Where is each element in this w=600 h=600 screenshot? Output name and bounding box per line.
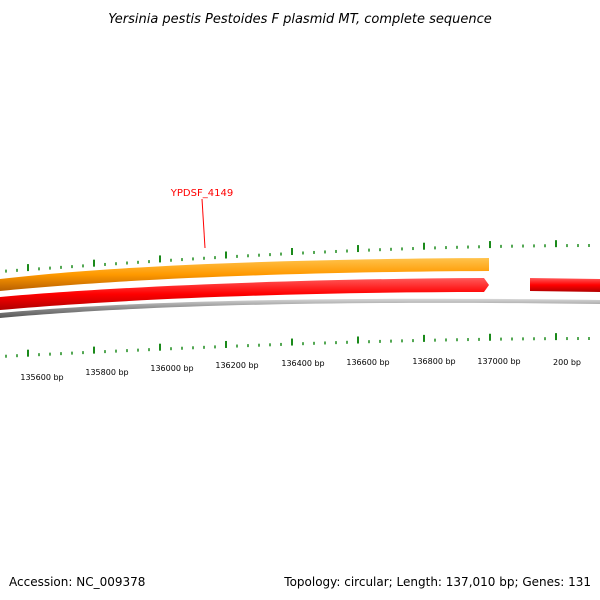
reverse-gene-segment[interactable]: [530, 278, 600, 292]
bp-tick-label: 135600 bp: [20, 373, 63, 382]
bp-tick-label: 136000 bp: [150, 364, 193, 373]
gene-label-ypdsf-4149[interactable]: YPDSF_4149: [170, 188, 233, 199]
sequence-summary: Topology: circular; Length: 137,010 bp; …: [283, 575, 591, 589]
accession-label: Accession: NC_009378: [9, 575, 145, 589]
bp-tick-label: 136800 bp: [412, 357, 455, 366]
gc-tick-row-outer: [5, 240, 590, 273]
bp-tick-labels: 135600 bp 135800 bp 136000 bp 136200 bp …: [20, 357, 581, 382]
gc-tick-row-inner: [5, 333, 590, 358]
bp-tick-label: 137000 bp: [477, 357, 520, 366]
bp-tick-label: 136200 bp: [215, 361, 258, 370]
bp-tick-label: 136600 bp: [346, 358, 389, 367]
bp-tick-label: 136400 bp: [281, 359, 324, 368]
bp-tick-label: 200 bp: [553, 358, 581, 367]
forward-gene-track[interactable]: [0, 258, 489, 291]
reverse-gene-arrow[interactable]: [0, 278, 489, 310]
gene-label-leader: [201, 198, 206, 249]
sequence-backbone: [0, 298, 600, 318]
bp-tick-label: 135800 bp: [85, 368, 128, 377]
map-title: Yersinia pestis Pestoides F plasmid MT, …: [108, 12, 492, 27]
